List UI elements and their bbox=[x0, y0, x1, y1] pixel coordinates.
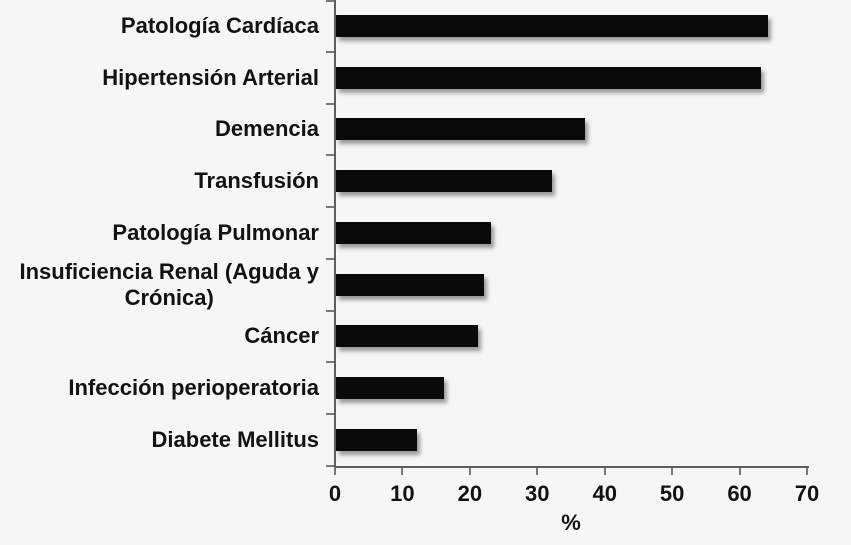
chart-plot-area: Patología Cardíaca Hipertensión Arterial D… bbox=[0, 0, 851, 466]
category-label: Insuficiencia Renal (Aguda y Crónica) bbox=[19, 258, 319, 310]
bar bbox=[336, 273, 485, 296]
bar-cell bbox=[335, 311, 851, 363]
category-label-cell: Patología Pulmonar bbox=[0, 220, 335, 246]
bar bbox=[336, 377, 444, 400]
bar-cell bbox=[335, 259, 851, 311]
chart-row: Transfusión bbox=[0, 155, 851, 207]
bar-cell bbox=[335, 0, 851, 52]
category-label-cell: Cáncer bbox=[0, 323, 335, 349]
category-label: Diabete Mellitus bbox=[151, 427, 319, 452]
y-tick-mark bbox=[326, 50, 334, 53]
chart-row: Demencia bbox=[0, 104, 851, 156]
category-label-cell: Patología Cardíaca bbox=[0, 13, 335, 39]
x-tick-mark bbox=[806, 468, 808, 475]
y-tick-mark bbox=[326, 154, 334, 157]
category-label-cell: Diabete Mellitus bbox=[0, 427, 335, 453]
category-label: Cáncer bbox=[244, 323, 319, 349]
bar bbox=[336, 66, 761, 89]
y-tick-mark bbox=[326, 206, 334, 209]
x-tick-mark bbox=[738, 468, 741, 475]
y-tick-mark bbox=[326, 102, 334, 105]
category-label: Infección perioperatoria bbox=[68, 375, 319, 401]
x-tick-mark bbox=[468, 468, 471, 475]
y-axis-line bbox=[334, 0, 336, 468]
y-tick-mark bbox=[326, 361, 334, 364]
category-label-cell: Transfusión bbox=[0, 168, 335, 194]
bar-cell bbox=[335, 414, 851, 466]
category-label: Patología Cardíaca bbox=[120, 12, 319, 38]
x-axis-label: % bbox=[561, 510, 581, 535]
chart-row: Patología Cardíaca bbox=[0, 0, 851, 52]
chart-row: Insuficiencia Renal (Aguda y Crónica) bbox=[0, 259, 851, 311]
chart-row: Infección perioperatoria bbox=[0, 362, 851, 414]
bar-cell bbox=[335, 155, 851, 207]
bar-cell bbox=[335, 104, 851, 156]
category-label: Hipertensión Arterial bbox=[102, 64, 319, 90]
x-tick-mark bbox=[536, 468, 539, 475]
x-tick-label: 60 bbox=[727, 481, 752, 506]
x-tick-label: 70 bbox=[794, 481, 820, 506]
x-tick-mark bbox=[603, 468, 606, 475]
x-axis-line bbox=[334, 466, 809, 468]
bar bbox=[336, 325, 478, 348]
y-tick-mark bbox=[326, 0, 334, 2]
x-tick-label: 10 bbox=[390, 481, 415, 506]
bar-cell bbox=[335, 362, 851, 414]
y-tick-mark bbox=[326, 257, 334, 260]
bar-cell bbox=[335, 52, 851, 104]
bar bbox=[336, 170, 552, 193]
x-tick-label: 0 bbox=[328, 481, 342, 506]
x-tick-label: 30 bbox=[525, 481, 550, 506]
y-tick-mark bbox=[326, 465, 334, 467]
x-tick-label: 50 bbox=[659, 481, 685, 506]
y-tick-mark bbox=[326, 413, 334, 416]
x-tick-mark bbox=[334, 468, 336, 475]
category-label: Transfusión bbox=[194, 168, 319, 194]
chart-row: Diabete Mellitus bbox=[0, 414, 851, 466]
bar-cell bbox=[335, 207, 851, 259]
category-label: Demencia bbox=[215, 116, 319, 142]
x-tick-mark bbox=[401, 468, 404, 475]
category-label-cell: Demencia bbox=[0, 116, 335, 142]
x-tick-label: 40 bbox=[592, 481, 617, 506]
category-label-cell: Hipertensión Arterial bbox=[0, 65, 335, 91]
category-label: Patología Pulmonar bbox=[112, 219, 319, 245]
x-tick-mark bbox=[671, 468, 674, 475]
chart-row: Hipertensión Arterial bbox=[0, 52, 851, 104]
chart-row: Patología Pulmonar bbox=[0, 207, 851, 259]
y-tick-mark bbox=[326, 309, 334, 312]
bar bbox=[336, 118, 586, 141]
bar bbox=[336, 429, 417, 451]
chart-row: Cáncer bbox=[0, 311, 851, 363]
category-label-cell: Insuficiencia Renal (Aguda y Crónica) bbox=[0, 259, 335, 311]
bar bbox=[336, 221, 492, 244]
bar bbox=[336, 14, 768, 37]
category-label-cell: Infección perioperatoria bbox=[0, 375, 335, 401]
x-tick-label: 20 bbox=[457, 481, 483, 506]
